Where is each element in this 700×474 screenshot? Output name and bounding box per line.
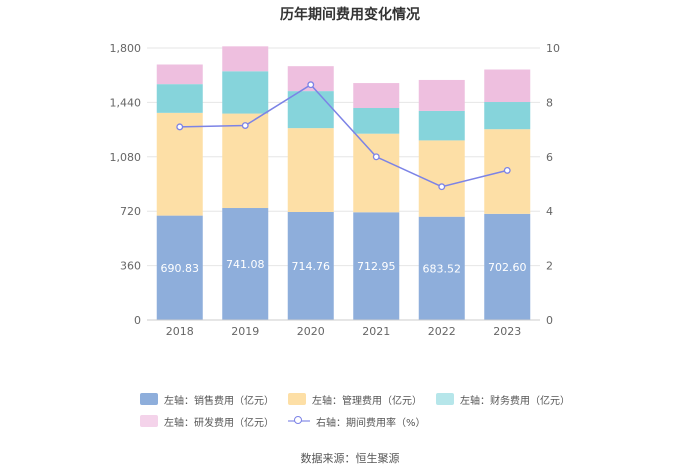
- bar-segment: [418, 79, 465, 111]
- rate-point: [438, 183, 446, 191]
- bar-segment: [287, 128, 334, 212]
- legend-label-sales: 左轴：销售费用（亿元）: [164, 395, 274, 407]
- bar-segment: [418, 110, 465, 141]
- bar-segment: [287, 91, 334, 129]
- bar-segment: [287, 211, 334, 320]
- y-right-tick-label: 6: [546, 151, 553, 164]
- rate-point: [503, 166, 511, 174]
- legend-label-admin: 左轴：管理费用（亿元）: [312, 395, 422, 407]
- y-right-tick-label: 2: [546, 260, 553, 273]
- legend: 左轴：销售费用（亿元） 左轴：管理费用（亿元） 左轴：财务费用（亿元） 左轴：研…: [140, 388, 580, 432]
- legend-item-admin[interactable]: 左轴：管理费用（亿元）: [288, 392, 422, 407]
- bar-segment: [156, 84, 203, 113]
- legend-label-finance: 左轴：财务费用（亿元）: [460, 395, 570, 407]
- bar-segment: [156, 64, 203, 85]
- bar-segment: [156, 215, 203, 320]
- y-left-tick-label: 360: [120, 260, 141, 273]
- legend-row-2: 左轴：研发费用（亿元） 右轴：期间费用率（%）: [140, 410, 580, 432]
- x-tick-label: 2020: [297, 325, 325, 338]
- bar-value-label: 690.83: [161, 262, 200, 275]
- bar-segment: [353, 212, 400, 320]
- legend-row-1: 左轴：销售费用（亿元） 左轴：管理费用（亿元） 左轴：财务费用（亿元）: [140, 388, 580, 410]
- legend-swatch-rd: [140, 415, 158, 427]
- y-left-tick-label: 720: [120, 205, 141, 218]
- source-note: 数据来源：恒生聚源: [300, 452, 400, 465]
- bar-segment: [222, 46, 269, 72]
- y-right-tick-label: 4: [546, 205, 553, 218]
- x-tick-label: 2018: [166, 325, 194, 338]
- bar-segment: [484, 69, 531, 103]
- rate-point: [307, 81, 315, 89]
- legend-item-finance[interactable]: 左轴：财务费用（亿元）: [436, 392, 570, 407]
- legend-label-rd: 左轴：研发费用（亿元）: [164, 417, 274, 429]
- bar-value-label: 683.52: [423, 262, 462, 275]
- y-left-tick-label: 0: [134, 314, 141, 327]
- chart-title: 历年期间费用变化情况: [280, 7, 420, 23]
- x-tick-label: 2023: [493, 325, 521, 338]
- legend-swatch-admin: [288, 393, 306, 405]
- bar-segment: [353, 107, 400, 134]
- bar-segment: [353, 133, 400, 213]
- x-tick-label: 2019: [231, 325, 259, 338]
- y-left-tick-label: 1,800: [110, 42, 142, 55]
- rate-point: [372, 153, 380, 161]
- legend-item-sales[interactable]: 左轴：销售费用（亿元）: [140, 392, 274, 407]
- bar-segment: [222, 71, 269, 114]
- y-left-tick-label: 1,440: [110, 96, 142, 109]
- x-tick-label: 2021: [362, 325, 390, 338]
- bar-value-label: 712.95: [357, 260, 396, 273]
- x-tick-label: 2022: [428, 325, 456, 338]
- bar-segment: [222, 208, 269, 320]
- bar-segment: [484, 102, 531, 130]
- bar-segment: [484, 213, 531, 320]
- bar-value-label: 702.60: [488, 261, 527, 274]
- bar-segment: [418, 140, 465, 217]
- rate-point: [241, 122, 249, 129]
- legend-swatch-finance: [436, 393, 454, 405]
- legend-line-icon: [288, 415, 310, 427]
- legend-label-rate: 右轴：期间费用率（%）: [316, 417, 426, 429]
- bar-value-label: 741.08: [226, 258, 265, 271]
- y-right-tick-label: 0: [546, 314, 553, 327]
- y-left-tick-label: 1,080: [110, 151, 142, 164]
- legend-item-rd[interactable]: 左轴：研发费用（亿元）: [140, 414, 274, 429]
- legend-item-rate[interactable]: 右轴：期间费用率（%）: [288, 414, 426, 429]
- y-right-tick-label: 10: [546, 42, 560, 55]
- bar-segment: [418, 216, 465, 320]
- bar-segment: [353, 83, 400, 108]
- bar-value-label: 714.76: [292, 260, 331, 273]
- bar-segment: [222, 113, 269, 209]
- rate-point: [176, 123, 184, 131]
- rate-line: [179, 83, 508, 188]
- legend-swatch-sales: [140, 393, 158, 405]
- y-right-tick-label: 8: [546, 96, 553, 109]
